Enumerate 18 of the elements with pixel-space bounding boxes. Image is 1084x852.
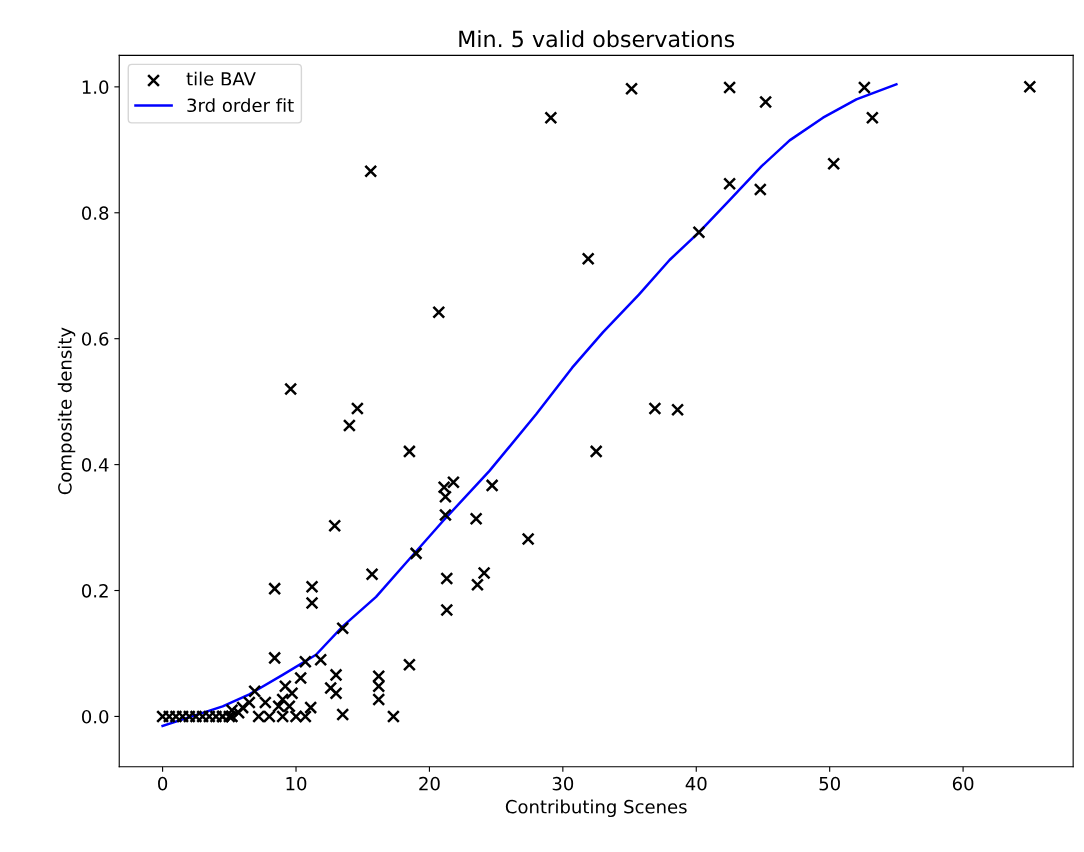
y-tick-label: 0.2: [81, 583, 108, 598]
x-tick-label: 0: [158, 776, 168, 791]
x-tick-label: 30: [552, 776, 574, 791]
y-tick-label: 0.0: [81, 709, 109, 724]
x-axis-title: Contributing Scenes: [505, 799, 687, 818]
y-tick-label: 0.8: [81, 206, 109, 220]
x-tick-label: 50: [819, 776, 840, 791]
legend-label: tile BAV: [186, 71, 256, 86]
x-tick-label: 20: [419, 776, 440, 791]
y-tick-label: 1.0: [82, 80, 109, 94]
x-tick-label: 10: [286, 776, 307, 791]
y-tick-label: 0.6: [81, 332, 109, 346]
y-axis-title: Composite density: [57, 327, 76, 495]
legend-label: 3rd order fit: [187, 98, 294, 113]
y-tick-label: 0.4: [81, 458, 109, 472]
x-tick-label: 40: [685, 776, 707, 791]
chart-title: Min. 5 valid observations: [459, 30, 735, 48]
x-tick-label: 60: [952, 776, 974, 791]
